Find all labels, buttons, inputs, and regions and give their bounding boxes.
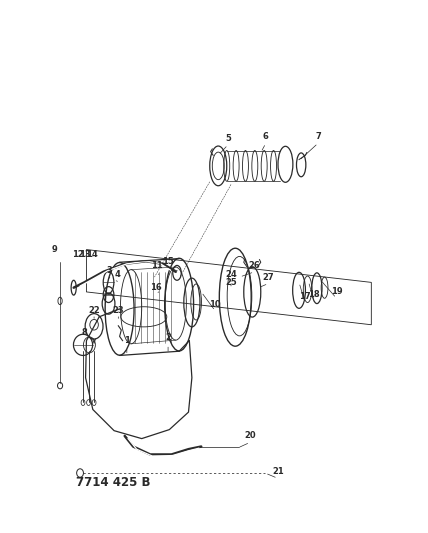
Text: 3: 3 <box>107 266 113 275</box>
Text: 14: 14 <box>86 251 98 260</box>
Text: 23: 23 <box>113 306 124 315</box>
Text: 21: 21 <box>272 467 284 477</box>
Text: 10: 10 <box>209 300 221 309</box>
Text: 15: 15 <box>162 257 174 266</box>
Text: 8: 8 <box>81 328 87 337</box>
Text: 25: 25 <box>225 278 237 287</box>
Text: 6: 6 <box>263 132 269 141</box>
Text: 24: 24 <box>225 270 237 279</box>
Text: 7: 7 <box>315 132 321 141</box>
Text: 7714 425 B: 7714 425 B <box>76 475 150 489</box>
Text: 17: 17 <box>299 292 311 301</box>
Text: 4: 4 <box>115 270 120 279</box>
Text: 16: 16 <box>150 283 162 292</box>
Text: 19: 19 <box>331 287 342 296</box>
Text: 26: 26 <box>249 261 260 270</box>
Text: 5: 5 <box>225 134 231 143</box>
Text: 18: 18 <box>308 290 320 299</box>
Text: 22: 22 <box>88 306 100 315</box>
Text: 1: 1 <box>124 336 130 345</box>
Text: 27: 27 <box>263 272 274 281</box>
Text: 13: 13 <box>79 251 91 260</box>
Text: 2: 2 <box>165 334 171 343</box>
Text: 9: 9 <box>52 245 57 254</box>
Text: 20: 20 <box>244 431 256 440</box>
Text: 11: 11 <box>151 261 163 270</box>
Text: 12: 12 <box>72 251 84 260</box>
